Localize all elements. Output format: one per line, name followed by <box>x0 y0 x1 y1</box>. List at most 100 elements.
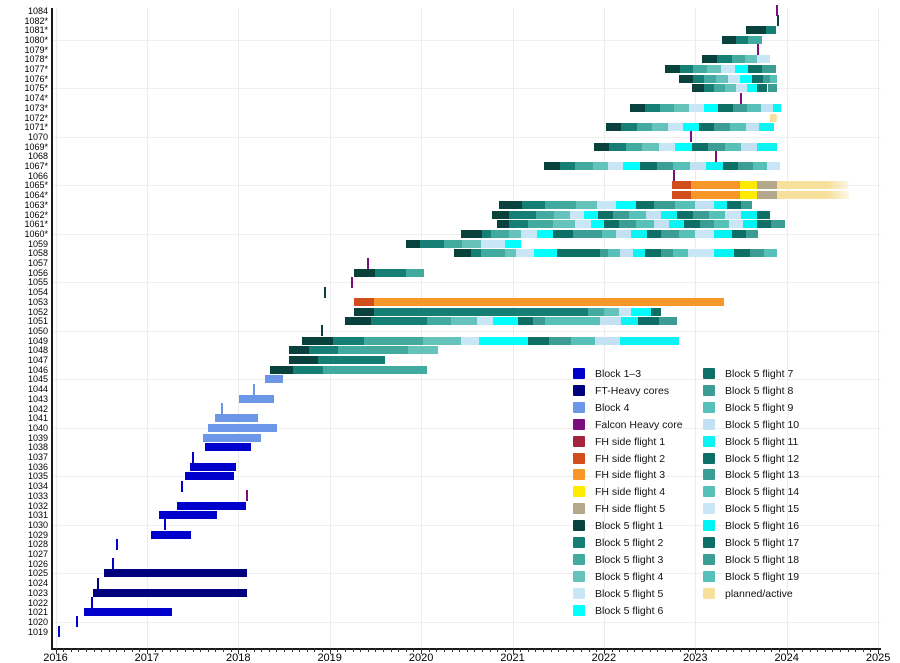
booster-bar-segment <box>661 210 677 219</box>
booster-row-label: 1075* <box>24 83 48 94</box>
booster-bar-segment <box>703 103 719 112</box>
x-minor-tick <box>847 648 849 652</box>
x-minor-tick <box>162 648 164 652</box>
booster-bar-segment <box>678 229 696 238</box>
booster-bar-segment <box>635 200 655 209</box>
booster-bar-segment <box>345 317 371 326</box>
booster-bar-segment <box>704 74 717 83</box>
legend-swatch-f10 <box>703 418 715 430</box>
booster-bar-segment <box>600 317 622 326</box>
x-major-tick <box>512 648 514 654</box>
booster-bar-segment <box>731 55 745 64</box>
booster-bar-segment <box>481 239 506 248</box>
x-major-tick <box>878 648 880 654</box>
legend-swatch-f16 <box>703 520 715 532</box>
booster-bar-segment <box>462 239 482 248</box>
booster-bar-segment <box>757 84 768 93</box>
booster-bar-segment <box>693 210 709 219</box>
x-minor-tick <box>855 648 857 652</box>
legend-label-f6: Block 5 flight 6 <box>595 604 664 617</box>
x-minor-tick <box>474 648 476 652</box>
booster-bar-segment <box>406 239 421 248</box>
x-minor-tick <box>93 648 95 652</box>
booster-bar-segment <box>549 336 571 345</box>
booster-bar-segment <box>692 74 705 83</box>
booster-bar-segment <box>482 229 491 238</box>
row-gridline <box>52 39 881 41</box>
booster-bar-segment <box>592 162 608 170</box>
booster-row-label: 1036 <box>27 461 48 472</box>
legend-swatch-f7 <box>703 368 715 379</box>
x-minor-tick <box>291 648 293 652</box>
booster-bar-segment <box>756 142 777 151</box>
booster-bar-segment <box>636 123 653 132</box>
booster-bar-segment <box>708 142 725 151</box>
booster-row-label: 1049 <box>27 335 48 346</box>
booster-bar-segment <box>646 229 662 238</box>
booster-bar-segment <box>645 249 661 258</box>
booster-bar-segment <box>603 220 619 229</box>
legend-label-f4: Block 5 flight 4 <box>595 570 664 583</box>
booster-bar-segment <box>695 200 714 209</box>
launch-tick <box>757 44 760 56</box>
x-minor-tick <box>482 648 484 652</box>
booster-bar-segment <box>505 239 521 248</box>
launch-tick <box>775 5 778 17</box>
booster-bar-segment <box>620 336 679 345</box>
launch-tick <box>115 538 118 550</box>
legend-label-fh_side3: FH side flight 3 <box>595 469 666 482</box>
booster-row-label: 1029 <box>27 529 48 540</box>
legend-label-f2: Block 5 flight 2 <box>595 537 664 549</box>
x-minor-tick <box>520 648 522 652</box>
x-minor-tick <box>306 648 308 652</box>
booster-bar-segment <box>716 74 729 83</box>
legend-label-f11: Block 5 flight 11 <box>725 435 799 448</box>
booster-bar-segment <box>733 249 751 258</box>
booster-bar-segment <box>709 210 725 219</box>
booster-bar-segment <box>536 210 554 219</box>
booster-bar-segment <box>630 103 645 112</box>
legend-swatch-f14 <box>703 486 715 498</box>
x-minor-tick <box>108 648 110 652</box>
booster-bar-segment <box>631 229 647 238</box>
legend-swatch-f11 <box>703 435 715 447</box>
row-gridline <box>52 379 881 381</box>
booster-row-label: 1043 <box>27 393 48 404</box>
row-gridline <box>52 136 881 138</box>
x-year-label: 2024 <box>774 652 799 663</box>
booster-bar-segment <box>734 65 749 73</box>
row-gridline <box>52 476 881 478</box>
booster-bar-segment <box>706 162 723 170</box>
launch-tick <box>689 131 692 143</box>
x-minor-tick <box>184 648 186 652</box>
booster-bar-segment <box>757 55 771 64</box>
booster-bar-segment <box>673 162 690 170</box>
booster-bar-segment <box>308 346 338 355</box>
booster-bar-segment <box>189 462 237 471</box>
booster-bar-segment <box>557 249 601 258</box>
booster-bar-segment <box>505 249 517 258</box>
booster-bar-segment <box>215 414 259 423</box>
legend-label-f13: Block 5 flight 13 <box>725 469 800 482</box>
x-major-tick <box>238 648 240 654</box>
x-year-label: 2018 <box>226 652 251 663</box>
booster-bar-segment <box>620 249 634 258</box>
booster-row-label: 1044 <box>27 384 48 395</box>
booster-bar-segment <box>205 443 252 452</box>
booster-bar-segment <box>596 200 616 209</box>
x-minor-tick <box>466 648 468 652</box>
x-minor-tick <box>824 648 826 652</box>
legend-label-f8: Block 5 flight 8 <box>725 384 794 397</box>
row-gridline <box>52 427 881 429</box>
y-axis-line <box>51 8 53 649</box>
x-minor-tick <box>687 648 689 652</box>
year-gridline <box>146 8 148 648</box>
x-minor-tick <box>101 648 103 652</box>
x-minor-tick <box>367 648 369 652</box>
booster-bar-segment <box>728 74 741 83</box>
legend-label-fh_side5: FH side flight 5 <box>595 503 666 516</box>
legend-swatch-f2 <box>573 537 585 548</box>
booster-bar-segment <box>600 249 608 258</box>
legend-label-f12: Block 5 flight 12 <box>725 452 800 465</box>
